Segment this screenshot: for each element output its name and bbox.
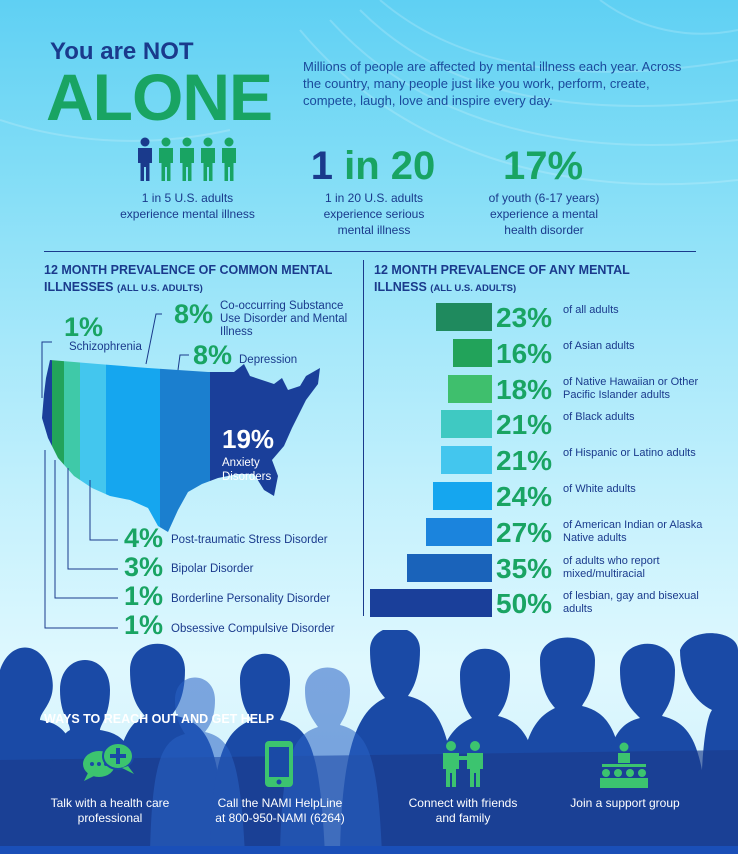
friends-icon [443, 741, 483, 787]
us-map [42, 360, 320, 532]
borderline-pct: 1% [124, 581, 164, 611]
bar-label: of Hispanic or Latino adults [563, 447, 696, 460]
bar [441, 410, 492, 439]
bar-pct: 35% [496, 552, 553, 584]
anxiety-label: Anxiety Disorders [222, 457, 272, 483]
bar-label: of Asian adults [563, 339, 635, 352]
title-small: You are NOT [50, 38, 194, 65]
help-item-friends: Connect with friends and family [408, 796, 518, 825]
help-item-helpline: Call the NAMI HelpLine at 800-950-NAMI (… [215, 796, 345, 825]
schizophrenia-label: Schizophrenia [69, 341, 142, 353]
intro-text: Millions of people are affected by menta… [303, 59, 682, 108]
bar-pct: 23% [496, 302, 553, 333]
bottom-bar [0, 846, 738, 854]
bipolar-label: Bipolar Disorder [171, 563, 254, 575]
left-section-title: 12 MONTH PREVALENCE OF COMMON MENTAL ILL… [44, 263, 333, 294]
bar [436, 303, 492, 331]
bar-label: of White adults [563, 483, 636, 495]
chat-plus-icon [83, 742, 134, 781]
bar-label: of all adults [563, 304, 619, 316]
bar-pct: 24% [496, 481, 553, 512]
bar [453, 338, 492, 367]
bar-pct: 21% [496, 445, 553, 477]
crowd-silhouette [0, 630, 738, 854]
bar-label: of American Indian or Alaska Native adul… [563, 518, 703, 544]
bar-pct: 18% [496, 373, 553, 405]
bar-label: of Native Hawaiian or Other Pacific Isla… [563, 375, 699, 401]
ptsd-pct: 4% [124, 523, 164, 553]
horizontal-divider [44, 251, 696, 252]
borderline-label: Borderline Personality Disorder [171, 593, 331, 605]
bar-label: of Black adults [563, 411, 635, 424]
bar [407, 553, 492, 582]
stat-3-big: 17% [502, 144, 584, 188]
ocd-pct: 1% [124, 610, 164, 640]
bar-pct: 16% [496, 337, 553, 369]
phone-icon [265, 741, 293, 787]
depression-pct: 8% [193, 340, 233, 370]
bar [433, 482, 492, 510]
support-group-icon [600, 742, 648, 788]
bipolar-pct: 3% [124, 552, 164, 582]
help-item-health-care: Talk with a health care professional [50, 796, 170, 825]
stat-2-big: 1 in 20 [310, 144, 436, 188]
vertical-divider [363, 260, 364, 616]
bar [448, 374, 492, 403]
bar [441, 446, 492, 475]
co-occurring-pct: 8% [174, 299, 214, 329]
help-title: WAYS TO REACH OUT AND GET HELP [44, 712, 275, 726]
bar [370, 589, 492, 618]
stat-3-label: of youth (6-17 years) experience a menta… [488, 191, 600, 237]
right-section-title: 12 MONTH PREVALENCE OF ANY MENTAL ILLNES… [374, 263, 630, 294]
bar-label: of lesbian, gay and bisexual adults [563, 590, 699, 616]
help-item-support-group: Join a support group [570, 796, 680, 810]
ocd-label: Obsessive Compulsive Disorder [171, 623, 335, 635]
stat-1-label: 1 in 5 U.S. adults experience mental ill… [120, 191, 255, 221]
ptsd-label: Post-traumatic Stress Disorder [171, 534, 328, 546]
bar-pct: 21% [496, 409, 553, 441]
bar [426, 517, 492, 546]
schizophrenia-pct: 1% [64, 312, 104, 342]
title-big: ALONE [46, 60, 273, 134]
bar-pct: 50% [496, 588, 553, 620]
co-occurring-label: Co-occurring Substance Use Disorder and … [220, 300, 348, 338]
anxiety-pct: 19% [222, 424, 275, 454]
stat-2-label: 1 in 20 U.S. adults experience serious m… [323, 191, 425, 237]
depression-label: Depression [239, 354, 298, 366]
bar-label: of adults who report mixed/multiracial [563, 554, 660, 580]
people-icon [138, 137, 236, 181]
bar-pct: 27% [496, 516, 553, 548]
